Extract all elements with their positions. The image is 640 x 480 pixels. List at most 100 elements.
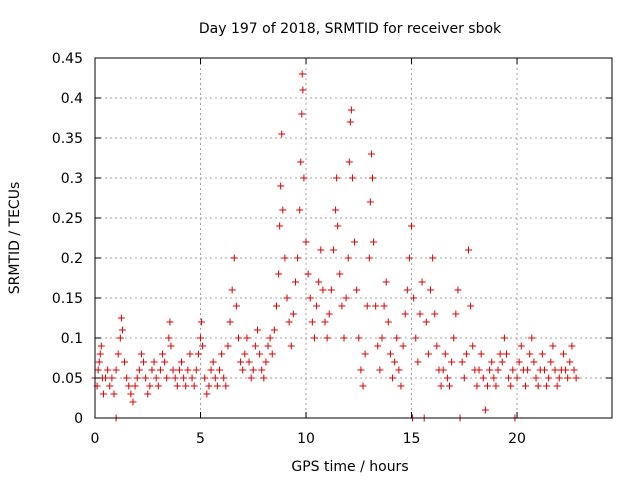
data-point bbox=[416, 310, 424, 318]
data-point bbox=[135, 366, 143, 374]
data-point bbox=[414, 358, 422, 366]
data-point bbox=[154, 382, 162, 390]
data-point bbox=[131, 382, 139, 390]
y-tick-label: 0.3 bbox=[61, 171, 83, 187]
data-point bbox=[201, 374, 209, 382]
data-point bbox=[256, 350, 264, 358]
data-point bbox=[528, 334, 536, 342]
data-point bbox=[272, 302, 280, 310]
data-point bbox=[306, 294, 314, 302]
data-point bbox=[401, 310, 409, 318]
y-axis-label: SRMTID / TECUs bbox=[7, 182, 23, 295]
x-tick-label: 5 bbox=[196, 431, 205, 447]
data-point bbox=[475, 366, 483, 374]
data-point bbox=[562, 366, 570, 374]
data-point bbox=[123, 374, 131, 382]
data-point bbox=[363, 302, 371, 310]
data-point bbox=[247, 374, 255, 382]
data-point bbox=[234, 334, 242, 342]
data-point bbox=[213, 382, 221, 390]
data-point bbox=[175, 366, 183, 374]
data-point bbox=[446, 382, 454, 390]
x-axis-label: GPS time / hours bbox=[291, 459, 408, 475]
data-point bbox=[96, 350, 104, 358]
data-point bbox=[458, 358, 466, 366]
data-point bbox=[167, 342, 175, 350]
data-point bbox=[403, 286, 411, 294]
data-point bbox=[142, 374, 150, 382]
data-point bbox=[494, 366, 502, 374]
data-point bbox=[243, 334, 251, 342]
data-point bbox=[380, 302, 388, 310]
data-point bbox=[178, 358, 186, 366]
data-point bbox=[192, 366, 200, 374]
y-tick-label: 0.2 bbox=[61, 251, 83, 267]
data-point bbox=[270, 326, 278, 334]
data-point bbox=[302, 238, 310, 246]
data-point bbox=[555, 374, 563, 382]
data-point bbox=[188, 374, 196, 382]
data-point bbox=[329, 246, 337, 254]
data-point bbox=[222, 382, 230, 390]
grid bbox=[95, 58, 612, 418]
data-point bbox=[332, 206, 340, 214]
data-point bbox=[450, 334, 458, 342]
data-point bbox=[496, 350, 504, 358]
data-point bbox=[298, 110, 306, 118]
data-point bbox=[439, 366, 447, 374]
data-point bbox=[278, 130, 286, 138]
data-point bbox=[137, 350, 145, 358]
data-point bbox=[572, 374, 580, 382]
data-point bbox=[365, 254, 373, 262]
data-point bbox=[431, 310, 439, 318]
data-point bbox=[241, 350, 249, 358]
data-point bbox=[323, 334, 331, 342]
data-point bbox=[462, 350, 470, 358]
data-point bbox=[374, 342, 382, 350]
data-point bbox=[99, 390, 107, 398]
data-point bbox=[553, 382, 561, 390]
data-point bbox=[488, 358, 496, 366]
data-point bbox=[279, 206, 287, 214]
data-point bbox=[224, 342, 232, 350]
data-point bbox=[452, 310, 460, 318]
data-point bbox=[146, 382, 154, 390]
data-point bbox=[490, 374, 498, 382]
data-point bbox=[104, 366, 112, 374]
data-point bbox=[448, 358, 456, 366]
data-point bbox=[325, 310, 333, 318]
data-point bbox=[117, 314, 125, 322]
data-points bbox=[91, 70, 580, 422]
data-point bbox=[319, 286, 327, 294]
data-point bbox=[505, 374, 513, 382]
data-point bbox=[266, 334, 274, 342]
data-point bbox=[140, 358, 148, 366]
data-point bbox=[342, 294, 350, 302]
data-point bbox=[296, 206, 304, 214]
data-point bbox=[368, 174, 376, 182]
data-point bbox=[370, 238, 378, 246]
data-point bbox=[389, 374, 397, 382]
data-point bbox=[299, 86, 307, 94]
data-point bbox=[291, 278, 299, 286]
axes bbox=[94, 57, 613, 419]
data-point bbox=[118, 326, 126, 334]
data-point bbox=[334, 222, 342, 230]
x-tick-label: 10 bbox=[297, 431, 315, 447]
data-point bbox=[186, 350, 194, 358]
data-point bbox=[477, 350, 485, 358]
data-point bbox=[473, 382, 481, 390]
data-point bbox=[340, 334, 348, 342]
data-point bbox=[106, 382, 114, 390]
data-point bbox=[357, 366, 365, 374]
data-point bbox=[276, 222, 284, 230]
data-point bbox=[372, 302, 380, 310]
data-point bbox=[397, 382, 405, 390]
x-tick-label: 0 bbox=[91, 431, 100, 447]
data-point bbox=[133, 374, 141, 382]
data-point bbox=[156, 366, 164, 374]
plot-frame bbox=[94, 57, 613, 419]
data-point bbox=[333, 174, 341, 182]
data-point bbox=[479, 374, 487, 382]
y-tick-label: 0.45 bbox=[52, 51, 83, 67]
